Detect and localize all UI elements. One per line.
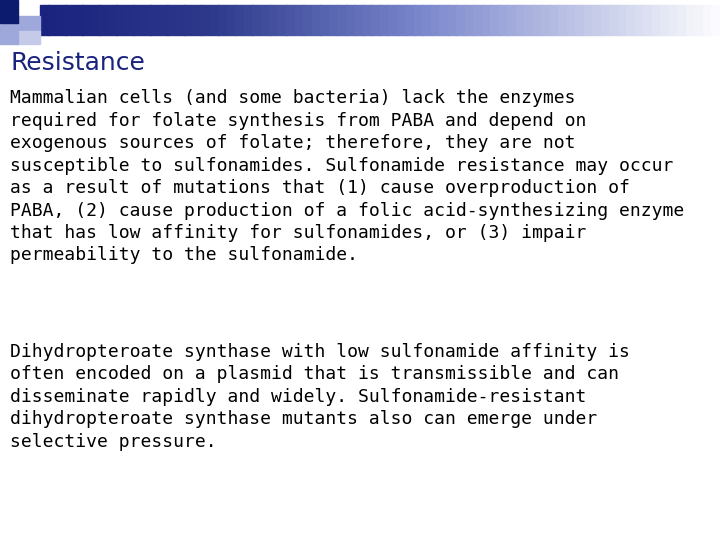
Bar xyxy=(363,5,372,35)
Bar xyxy=(65,5,74,35)
Bar xyxy=(227,5,236,35)
Bar xyxy=(218,5,228,35)
Bar xyxy=(142,5,151,35)
Bar xyxy=(405,5,415,35)
Bar xyxy=(99,5,108,35)
Bar xyxy=(18,16,40,31)
Text: Mammalian cells (and some bacteria) lack the enzymes
required for folate synthes: Mammalian cells (and some bacteria) lack… xyxy=(10,89,684,265)
Bar xyxy=(499,5,508,35)
Bar xyxy=(559,5,567,35)
Bar xyxy=(635,5,644,35)
Bar xyxy=(91,5,100,35)
Bar xyxy=(312,5,321,35)
Bar xyxy=(686,5,696,35)
Bar xyxy=(541,5,551,35)
Bar xyxy=(184,5,194,35)
Bar xyxy=(287,5,295,35)
Bar xyxy=(397,5,406,35)
Bar xyxy=(210,5,219,35)
Bar xyxy=(482,5,491,35)
Bar xyxy=(158,5,168,35)
Bar xyxy=(108,5,117,35)
Bar xyxy=(18,31,40,44)
Bar xyxy=(524,5,534,35)
Bar xyxy=(193,5,202,35)
Bar xyxy=(243,5,253,35)
Bar xyxy=(473,5,482,35)
Bar xyxy=(703,5,712,35)
Bar xyxy=(644,5,653,35)
Text: Dihydropteroate synthase with low sulfonamide affinity is
often encoded on a pla: Dihydropteroate synthase with low sulfon… xyxy=(10,343,630,451)
Bar xyxy=(660,5,670,35)
Bar xyxy=(0,24,18,44)
Bar xyxy=(439,5,449,35)
Bar xyxy=(278,5,287,35)
Bar xyxy=(465,5,474,35)
Bar xyxy=(584,5,593,35)
Bar xyxy=(40,5,49,35)
Bar xyxy=(567,5,576,35)
Bar xyxy=(150,5,159,35)
Bar xyxy=(575,5,585,35)
Bar xyxy=(448,5,457,35)
Bar xyxy=(533,5,542,35)
Bar xyxy=(516,5,525,35)
Bar xyxy=(618,5,627,35)
Bar xyxy=(490,5,500,35)
Bar xyxy=(678,5,687,35)
Bar xyxy=(626,5,636,35)
Bar xyxy=(48,5,58,35)
Bar xyxy=(0,0,18,23)
Bar xyxy=(303,5,312,35)
Bar xyxy=(73,5,83,35)
Bar xyxy=(695,5,703,35)
Bar xyxy=(609,5,618,35)
Bar xyxy=(423,5,431,35)
Bar xyxy=(346,5,355,35)
Bar xyxy=(269,5,279,35)
Bar xyxy=(431,5,440,35)
Bar xyxy=(380,5,389,35)
Bar xyxy=(261,5,270,35)
Bar xyxy=(167,5,176,35)
Bar xyxy=(508,5,517,35)
Bar xyxy=(456,5,466,35)
Bar xyxy=(329,5,338,35)
Bar xyxy=(652,5,661,35)
Bar xyxy=(388,5,397,35)
Bar xyxy=(294,5,304,35)
Bar xyxy=(125,5,134,35)
Bar xyxy=(550,5,559,35)
Bar xyxy=(337,5,346,35)
Bar xyxy=(593,5,602,35)
Bar xyxy=(601,5,610,35)
Bar xyxy=(133,5,143,35)
Bar xyxy=(116,5,125,35)
Bar xyxy=(57,5,66,35)
Bar xyxy=(176,5,185,35)
Bar xyxy=(711,5,720,35)
Bar xyxy=(252,5,261,35)
Bar xyxy=(201,5,210,35)
Bar xyxy=(354,5,364,35)
Bar xyxy=(372,5,380,35)
Text: Resistance: Resistance xyxy=(10,51,145,75)
Bar xyxy=(82,5,91,35)
Bar xyxy=(320,5,330,35)
Bar xyxy=(235,5,244,35)
Bar xyxy=(414,5,423,35)
Bar xyxy=(669,5,678,35)
